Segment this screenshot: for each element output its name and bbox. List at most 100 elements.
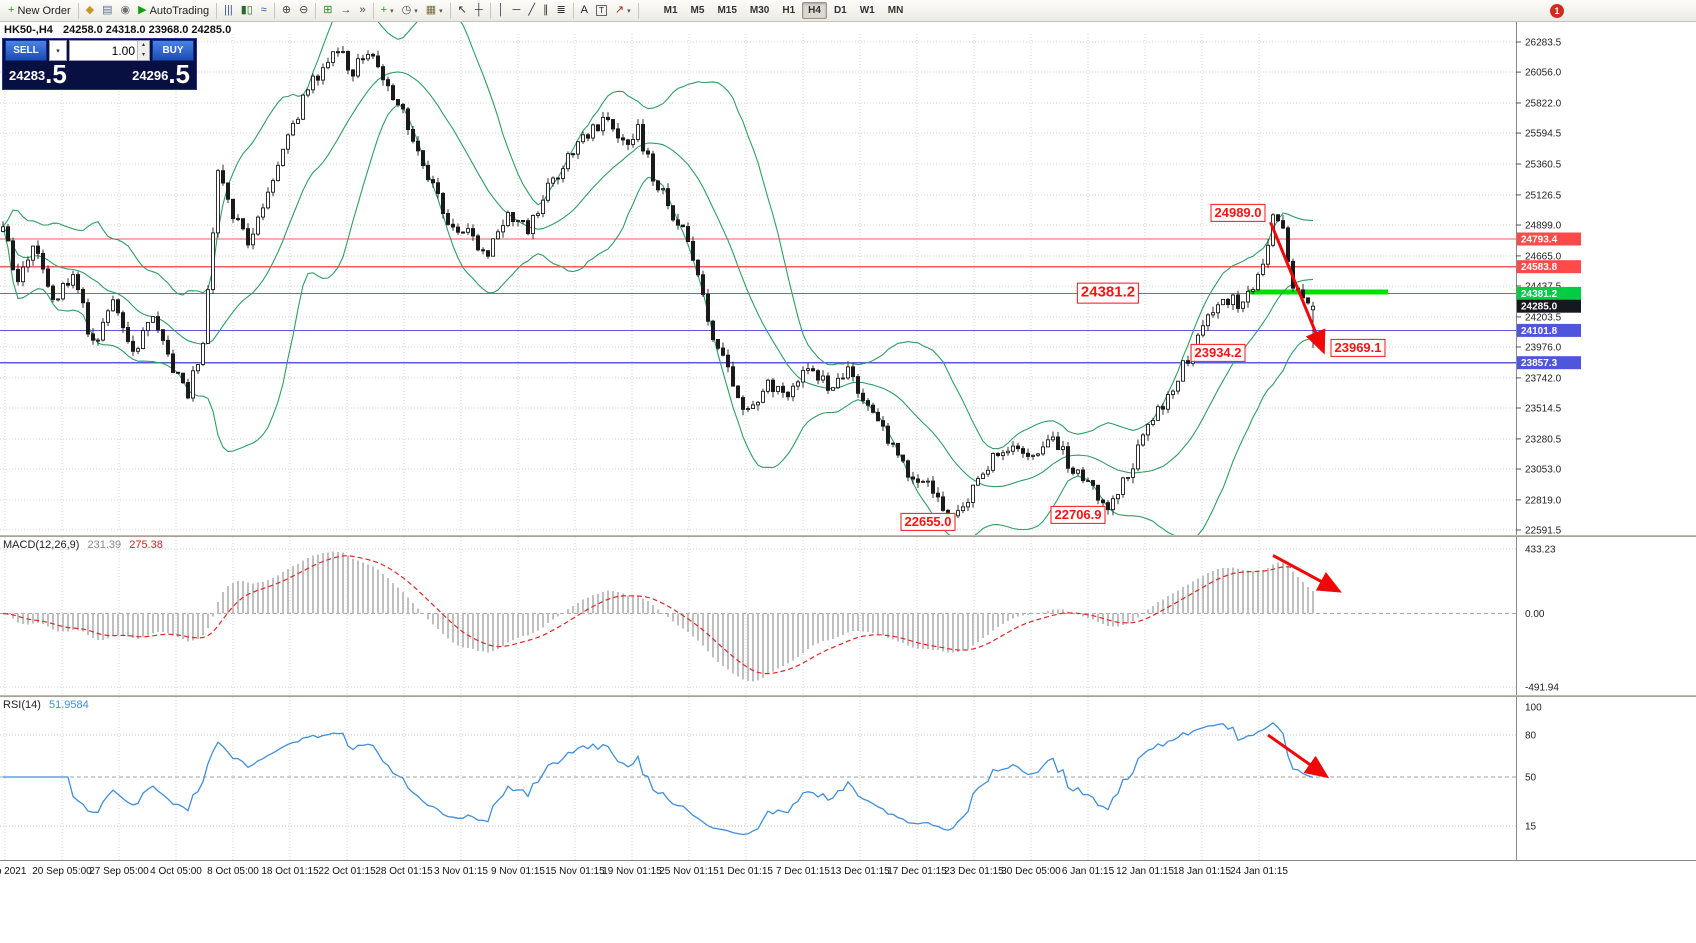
auto-scroll-button[interactable]: →: [337, 1, 356, 20]
chart-area[interactable]: 26283.5 26056.0 25822.0 25594.5 25360.5 25126…: [0, 22, 1696, 535]
autotrading-button[interactable]: ▶ AutoTrading: [134, 1, 213, 20]
timeframe-m1-button[interactable]: M1: [658, 2, 684, 19]
volume-decrease-button[interactable]: ▾: [138, 50, 149, 60]
volume-field[interactable]: 1.00 ▴ ▾: [69, 40, 150, 61]
options-icon: ◉: [120, 4, 131, 16]
autotrading-icon: ▶: [138, 4, 147, 16]
trade-panel-controls: SELL ▾ 1.00 ▴ ▾ BUY: [3, 39, 196, 61]
toolbar-separator: [315, 2, 317, 19]
timeframe-d1-button[interactable]: D1: [828, 2, 853, 19]
trendline-button[interactable]: ╱: [524, 1, 539, 20]
price-annotation-box[interactable]: 22706.9: [1050, 505, 1106, 524]
volume-value: 1.00: [111, 43, 135, 58]
macd-chart[interactable]: 433.23 0.00 -491.94: [0, 537, 1696, 695]
time-label: 24 Jan 01:15: [1230, 866, 1288, 877]
fibonacci-button[interactable]: ≣: [552, 1, 569, 20]
tile-windows-icon: ⊞: [323, 4, 333, 16]
new-order-label: New Order: [17, 4, 71, 17]
rsi-axis-label: 50: [1525, 773, 1537, 784]
text-button[interactable]: A: [577, 1, 592, 20]
new-order-button[interactable]: + New Order: [4, 1, 75, 20]
trend-arrow[interactable]: [1272, 554, 1342, 593]
timeframe-m5-button[interactable]: M5: [685, 2, 711, 19]
price-annotation-box[interactable]: 23934.2: [1190, 343, 1246, 362]
chart-shift-button[interactable]: »: [356, 1, 370, 20]
candlestick-chart-button[interactable]: ▮▯: [237, 1, 257, 20]
cursor-button[interactable]: ↖: [454, 1, 471, 20]
macd-panel[interactable]: 433.23 0.00 -491.94 MACD(12,26,9) 231.39 2…: [0, 537, 1696, 695]
timeframe-h4-button[interactable]: H4: [802, 2, 827, 19]
options-button[interactable]: ◉: [117, 1, 135, 20]
indicators-button[interactable]: + ▾: [377, 1, 398, 20]
price-annotation-box[interactable]: 24381.2: [1076, 283, 1140, 304]
panel-divider[interactable]: [0, 695, 1696, 697]
price-annotation-box[interactable]: 24989.0: [1210, 203, 1266, 223]
price-tag: 24285.0: [1517, 299, 1581, 313]
time-label: Sep 2021: [0, 866, 27, 877]
trend-arrow[interactable]: [1269, 221, 1326, 355]
notification-badge[interactable]: 1: [1550, 3, 1564, 18]
equidistant-channel-button[interactable]: ∥: [539, 1, 553, 20]
notification-count: 1: [1554, 5, 1560, 16]
price-annotation-box[interactable]: 23969.1: [1330, 338, 1386, 358]
periods-icon: ◷: [401, 4, 412, 16]
grid: [4, 697, 1260, 860]
horizontal-line-icon: ─: [512, 4, 521, 16]
arrows-button[interactable]: ↗ ▾: [611, 1, 635, 20]
sell-button[interactable]: SELL: [5, 40, 47, 61]
timeframe-w1-button[interactable]: W1: [854, 2, 881, 19]
price-axis-label: 26056.0: [1525, 68, 1562, 79]
price-axis-label: 26283.5: [1525, 38, 1562, 49]
price-chart[interactable]: 26283.5 26056.0 25822.0 25594.5 25360.5 25126…: [0, 22, 1696, 535]
panel-divider[interactable]: [0, 535, 1696, 537]
templates-button[interactable]: ▦ ▾: [422, 1, 447, 20]
tile-windows-button[interactable]: ⊞: [319, 1, 336, 20]
time-label: 3 Nov 01:15: [434, 866, 488, 877]
sell-price: 24283 .5: [9, 59, 67, 89]
time-label: 7 Dec 01:15: [776, 866, 830, 877]
horizontal-line-button[interactable]: ─: [509, 1, 525, 20]
symbol-period-label: HK50-,H4: [4, 24, 53, 36]
rsi-chart[interactable]: 100 80 50 15: [0, 697, 1696, 860]
trend-arrow[interactable]: [1267, 733, 1330, 779]
bar-chart-button[interactable]: |||: [220, 1, 237, 20]
line-chart-button[interactable]: ≈: [257, 1, 271, 20]
toolbar-separator: [449, 2, 451, 19]
rsi-scale[interactable]: 100 80 50 15: [1516, 697, 1696, 860]
macd-scale[interactable]: 433.23 0.00 -491.94: [1516, 537, 1696, 695]
rsi-title: RSI(14): [3, 699, 41, 711]
price-axis-label: 23976.0: [1525, 343, 1562, 354]
periods-button[interactable]: ◷ ▾: [398, 1, 422, 20]
time-label: 18 Jan 01:15: [1173, 866, 1231, 877]
new-order-icon: +: [8, 4, 15, 16]
chart-ohlc-title: HK50-,H4 24258.0 24318.0 23968.0 24285.0: [4, 24, 231, 36]
chevron-down-icon: ▾: [414, 7, 418, 15]
zoom-out-button[interactable]: ⊖: [295, 1, 312, 20]
time-label: 13 Dec 01:15: [830, 866, 890, 877]
volume-preset-dropdown[interactable]: ▾: [49, 40, 67, 61]
macd-axis-label: -491.94: [1525, 683, 1559, 694]
vertical-line-button[interactable]: │: [494, 1, 509, 20]
zoom-in-button[interactable]: ⊕: [278, 1, 295, 20]
timeframe-mn-button[interactable]: MN: [882, 2, 910, 19]
chevron-down-icon: ▾: [56, 47, 60, 55]
buy-button[interactable]: BUY: [152, 40, 194, 61]
trade-panel-prices: 24283 .5 24296 .5: [3, 61, 196, 89]
price-scale[interactable]: 26283.5 26056.0 25822.0 25594.5 25360.5 25126…: [1516, 22, 1696, 535]
timeframe-m30-button[interactable]: M30: [744, 2, 775, 19]
text-label-button[interactable]: T: [592, 1, 611, 20]
timeframe-m15-button[interactable]: M15: [711, 2, 742, 19]
print-button[interactable]: ▤: [98, 1, 116, 20]
metaeditor-button[interactable]: ◆: [82, 1, 98, 20]
toolbar-separator: [216, 2, 218, 19]
toolbar-separator: [489, 2, 491, 19]
price-annotation-box[interactable]: 22655.0: [900, 512, 956, 531]
svg-text:24101.8: 24101.8: [1521, 326, 1558, 337]
timeframe-h1-button[interactable]: H1: [776, 2, 801, 19]
time-label: 19 Nov 01:15: [602, 866, 662, 877]
crosshair-button[interactable]: ┼: [471, 1, 487, 20]
rsi-panel[interactable]: 100 80 50 15 RSI(14) 51.9584: [0, 697, 1696, 860]
volume-increase-button[interactable]: ▴: [138, 41, 149, 51]
